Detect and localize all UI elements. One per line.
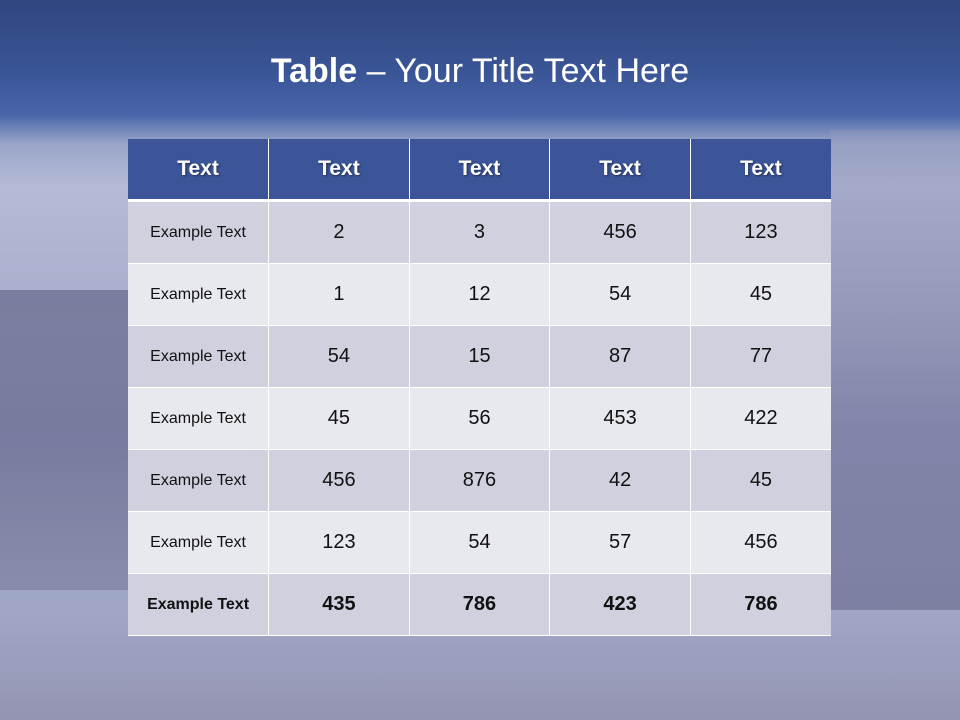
table-cell: 422 — [690, 387, 831, 450]
table-cell: 57 — [549, 511, 691, 574]
table-cell: 54 — [409, 511, 551, 574]
row-label: Example Text — [128, 263, 270, 326]
column-header: Text — [409, 139, 551, 202]
table-cell: 77 — [690, 325, 831, 388]
background-skyline-right — [830, 130, 960, 610]
table-row: Example Text 435 786 423 786 — [128, 573, 831, 636]
table-cell: 45 — [268, 387, 410, 450]
table-cell: 876 — [409, 449, 551, 512]
column-header: Text — [268, 139, 410, 202]
table-cell: 786 — [409, 573, 551, 636]
table-row: Example Text 456 876 42 45 — [128, 449, 831, 512]
table-cell: 786 — [690, 573, 831, 636]
row-label: Example Text — [128, 325, 270, 388]
title-bold: Table — [270, 52, 358, 90]
table-row: Example Text 1 12 54 45 — [128, 263, 831, 326]
table-cell: 12 — [409, 263, 551, 326]
background-skyline-left — [0, 290, 130, 590]
table-row: Example Text 123 54 57 456 — [128, 511, 831, 574]
column-header: Text — [690, 139, 831, 202]
column-header: Text — [549, 139, 691, 202]
table-cell: 42 — [549, 449, 691, 512]
table-row: Example Text 54 15 87 77 — [128, 325, 831, 388]
table-cell: 56 — [409, 387, 551, 450]
row-label: Example Text — [128, 573, 270, 636]
table-cell: 456 — [549, 200, 691, 264]
title-rest: – Your Title Text Here — [357, 52, 690, 90]
table-cell: 423 — [549, 573, 691, 636]
slide-title: Table – Your Title Text Here — [0, 52, 960, 91]
header-row: Text Text Text Text Text — [128, 139, 831, 202]
table-cell: 453 — [549, 387, 691, 450]
table-cell: 45 — [690, 263, 831, 326]
table-cell: 3 — [409, 200, 551, 264]
row-label: Example Text — [128, 511, 270, 574]
row-label: Example Text — [128, 200, 270, 264]
table-cell: 456 — [268, 449, 410, 512]
table-cell: 15 — [409, 325, 551, 388]
table-cell: 435 — [268, 573, 410, 636]
table-cell: 456 — [690, 511, 831, 574]
table-cell: 123 — [268, 511, 410, 574]
table-cell: 54 — [268, 325, 410, 388]
table-row: Example Text 45 56 453 422 — [128, 387, 831, 450]
table-cell: 54 — [549, 263, 691, 326]
table-row: Example Text 2 3 456 123 — [128, 200, 831, 264]
column-header: Text — [128, 139, 270, 202]
table-cell: 87 — [549, 325, 691, 388]
table-cell: 1 — [268, 263, 410, 326]
table-cell: 2 — [268, 200, 410, 264]
table-cell: 45 — [690, 449, 831, 512]
table-cell: 123 — [690, 200, 831, 264]
data-table: Text Text Text Text Text Example Text 2 3 456 12… — [128, 139, 831, 636]
row-label: Example Text — [128, 387, 270, 450]
row-label: Example Text — [128, 449, 270, 512]
